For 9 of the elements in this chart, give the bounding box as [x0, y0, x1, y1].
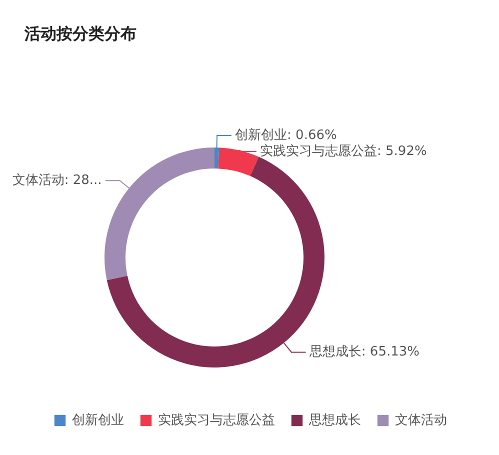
legend-label: 思想成长 — [309, 412, 361, 429]
data-label: 思想成长: 65.13% — [308, 344, 420, 360]
data-label: 创新创业: 0.66% — [235, 128, 337, 144]
legend-label: 创新创业 — [72, 412, 124, 429]
chart-title: 活动按分类分布 — [24, 24, 136, 43]
data-label: 实践实习与志愿公益: 5.92% — [260, 144, 427, 160]
data-label: 文体活动: 28... — [12, 173, 102, 188]
legend-label: 实践实习与志愿公益 — [158, 412, 275, 429]
legend-label: 文体活动 — [395, 412, 447, 429]
